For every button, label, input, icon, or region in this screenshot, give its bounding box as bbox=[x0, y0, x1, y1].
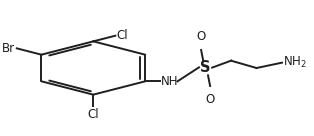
Text: Br: Br bbox=[2, 42, 15, 55]
Text: O: O bbox=[205, 93, 215, 106]
Text: O: O bbox=[197, 30, 206, 43]
Text: Cl: Cl bbox=[117, 29, 128, 42]
Text: NH: NH bbox=[161, 75, 179, 88]
Text: S: S bbox=[200, 61, 211, 75]
Text: NH$_2$: NH$_2$ bbox=[284, 55, 307, 70]
Text: Cl: Cl bbox=[88, 108, 99, 121]
